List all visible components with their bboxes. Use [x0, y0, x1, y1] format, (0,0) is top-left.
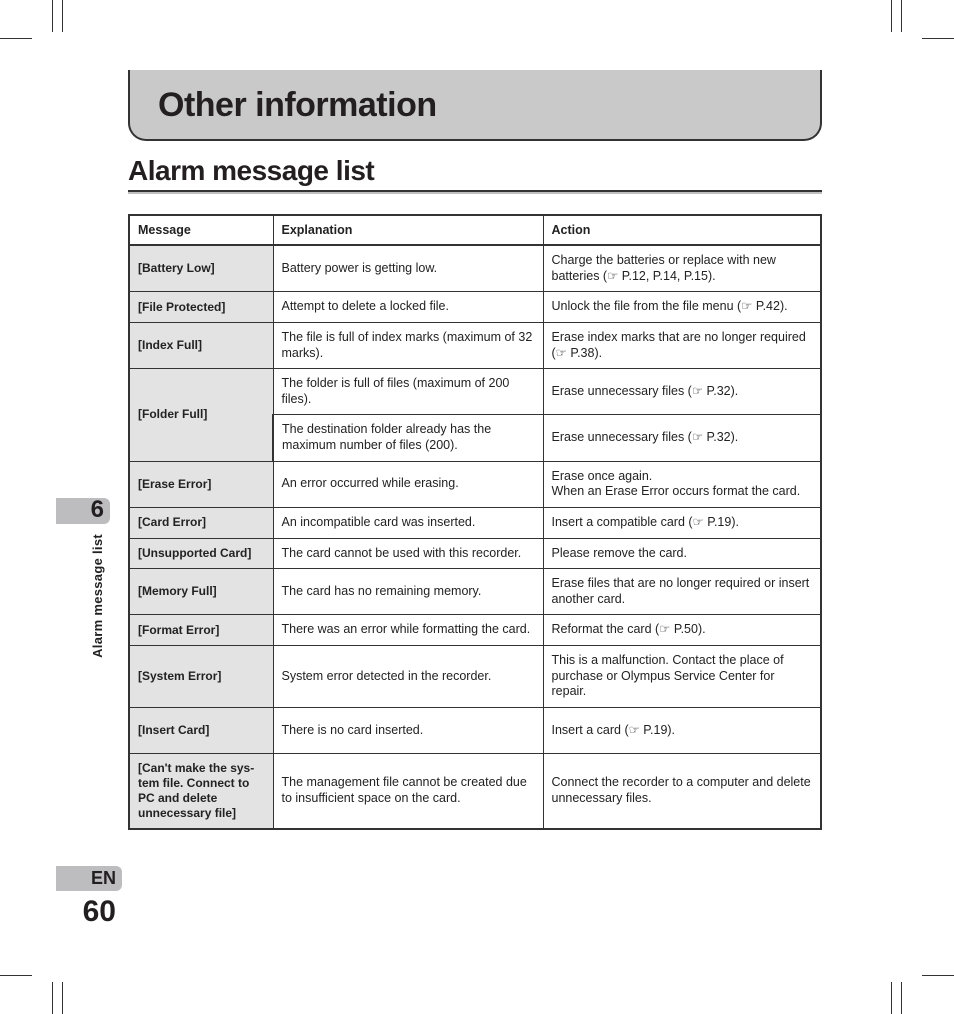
- crop-mark: [891, 982, 892, 1014]
- section-banner: Other information: [128, 70, 822, 141]
- table-row: [Format Error]There was an error while f…: [129, 615, 821, 646]
- explanation-cell: System error detected in the recorder.: [273, 646, 543, 708]
- footer: EN 60: [56, 866, 122, 929]
- crop-mark: [922, 38, 954, 39]
- message-cell: [Folder Full]: [129, 369, 273, 462]
- table-row: [Memory Full]The card has no remaining m…: [129, 569, 821, 615]
- action-cell: Insert a card (☞ P.19).: [543, 707, 821, 753]
- message-cell: [File Protected]: [129, 292, 273, 323]
- language-badge: EN: [56, 866, 122, 891]
- action-cell: Please remove the card.: [543, 538, 821, 569]
- explanation-cell: The file is full of index marks (maximum…: [273, 322, 543, 368]
- explanation-cell: An error occurred while erasing.: [273, 461, 543, 507]
- table-row: [Battery Low]Battery power is getting lo…: [129, 245, 821, 292]
- explanation-cell: There was an error while formatting the …: [273, 615, 543, 646]
- action-cell: Erase unnecessary files (☞ P.32).: [543, 415, 821, 461]
- side-label: Alarm message list: [90, 534, 105, 658]
- table-row: [Can't make the sys-tem file. Connect to…: [129, 753, 821, 829]
- explanation-cell: The destination folder already has the m…: [273, 415, 543, 461]
- crop-mark: [0, 38, 32, 39]
- crop-mark: [62, 0, 63, 32]
- message-cell: [Insert Card]: [129, 707, 273, 753]
- explanation-cell: Battery power is getting low.: [273, 245, 543, 292]
- explanation-cell: The card has no remaining memory.: [273, 569, 543, 615]
- explanation-cell: The management file cannot be created du…: [273, 753, 543, 829]
- crop-mark: [52, 982, 53, 1014]
- message-cell: [Card Error]: [129, 507, 273, 538]
- banner-title: Other information: [158, 86, 798, 125]
- explanation-cell: The card cannot be used with this record…: [273, 538, 543, 569]
- table-row: [File Protected]Attempt to delete a lock…: [129, 292, 821, 323]
- crop-mark: [922, 975, 954, 976]
- message-cell: [Memory Full]: [129, 569, 273, 615]
- action-cell: Erase files that are no longer required …: [543, 569, 821, 615]
- crop-mark: [52, 0, 53, 32]
- explanation-cell: Attempt to delete a locked file.: [273, 292, 543, 323]
- alarm-table: Message Explanation Action [Battery Low]…: [128, 214, 822, 830]
- col-header-explanation: Explanation: [273, 215, 543, 245]
- message-cell: [Can't make the sys-tem file. Connect to…: [129, 753, 273, 829]
- table-row: [System Error]System error detected in t…: [129, 646, 821, 708]
- page-number: 60: [56, 895, 122, 929]
- action-cell: Connect the recorder to a computer and d…: [543, 753, 821, 829]
- crop-mark: [901, 982, 902, 1014]
- page-subtitle: Alarm message list: [128, 155, 822, 194]
- side-tab: 6 Alarm message list: [56, 498, 110, 658]
- crop-mark: [0, 975, 32, 976]
- action-cell: Erase index marks that are no longer req…: [543, 322, 821, 368]
- message-cell: [System Error]: [129, 646, 273, 708]
- chapter-number: 6: [56, 498, 110, 524]
- crop-mark: [901, 0, 902, 32]
- table-row: [Insert Card]There is no card inserted.I…: [129, 707, 821, 753]
- action-cell: This is a malfunction. Contact the place…: [543, 646, 821, 708]
- table-row: [Folder Full]The folder is full of files…: [129, 369, 821, 415]
- table-row: [Card Error]An incompatible card was ins…: [129, 507, 821, 538]
- table-row: [Unsupported Card]The card cannot be use…: [129, 538, 821, 569]
- page-content: Other information Alarm message list Mes…: [128, 70, 822, 830]
- action-cell: Insert a compatible card (☞ P.19).: [543, 507, 821, 538]
- message-cell: [Unsupported Card]: [129, 538, 273, 569]
- message-cell: [Index Full]: [129, 322, 273, 368]
- action-cell: Erase unnecessary files (☞ P.32).: [543, 369, 821, 415]
- crop-mark: [891, 0, 892, 32]
- explanation-cell: An incompatible card was inserted.: [273, 507, 543, 538]
- explanation-cell: The folder is full of files (maximum of …: [273, 369, 543, 415]
- message-cell: [Battery Low]: [129, 245, 273, 292]
- message-cell: [Format Error]: [129, 615, 273, 646]
- table-row: [Index Full]The file is full of index ma…: [129, 322, 821, 368]
- action-cell: Unlock the file from the file menu (☞ P.…: [543, 292, 821, 323]
- action-cell: Erase once again.When an Erase Error occ…: [543, 461, 821, 507]
- col-header-message: Message: [129, 215, 273, 245]
- action-cell: Charge the batteries or replace with new…: [543, 245, 821, 292]
- col-header-action: Action: [543, 215, 821, 245]
- message-cell: [Erase Error]: [129, 461, 273, 507]
- action-cell: Reformat the card (☞ P.50).: [543, 615, 821, 646]
- crop-mark: [62, 982, 63, 1014]
- table-row: [Erase Error]An error occurred while era…: [129, 461, 821, 507]
- explanation-cell: There is no card inserted.: [273, 707, 543, 753]
